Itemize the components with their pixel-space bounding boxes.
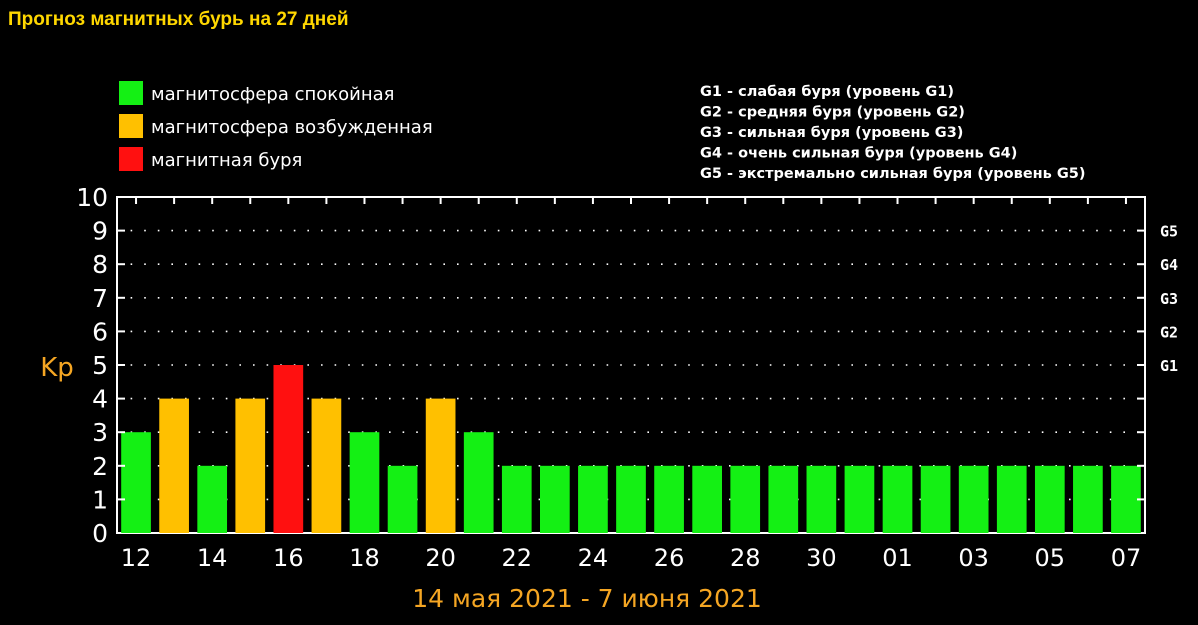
bar-day-01 (882, 465, 913, 533)
right-axis: G1 G2 G3 G4 G5 (1160, 223, 1178, 375)
bar-day-24 (578, 465, 608, 533)
x-tick-label: 30 (806, 544, 837, 572)
bar-day-13 (159, 398, 189, 533)
x-tick-label: 24 (578, 544, 609, 572)
y-tick-label: 3 (92, 418, 108, 447)
bar-day-17 (311, 398, 342, 533)
bar-day-26 (654, 465, 684, 533)
bar-day-30 (806, 465, 837, 533)
page-title: Прогноз магнитных бурь на 27 дней (8, 9, 349, 30)
bar-day-16 (273, 365, 304, 533)
x-tick-label: 14 (197, 544, 228, 572)
y-tick-label: 5 (92, 351, 108, 380)
right-axis-label: G3 (1160, 290, 1178, 308)
bar-day-06 (1073, 465, 1103, 533)
right-axis-label: G1 (1160, 357, 1178, 375)
g-legend-line: G1 - слабая буря (уровень G1) (700, 84, 954, 100)
bar-day-25 (616, 465, 646, 533)
bar-day-21 (463, 432, 494, 533)
bar-day-28 (730, 465, 761, 533)
x-tick-label: 03 (958, 544, 989, 572)
bar-day-19 (387, 465, 418, 533)
x-tick-label: 16 (273, 544, 304, 572)
x-tick-label: 26 (654, 544, 685, 572)
bar-day-23 (540, 465, 570, 533)
bar-day-05 (1034, 465, 1065, 533)
g-legend-line: G4 - очень сильная буря (уровень G4) (700, 146, 1017, 162)
bar-day-20 (425, 398, 456, 533)
x-axis: 12 14 16 18 20 22 24 26 28 30 01 03 05 07 (121, 197, 1141, 572)
y-tick-label: 7 (92, 284, 108, 313)
y-tick-label: 2 (92, 452, 108, 481)
x-tick-label: 20 (425, 544, 456, 572)
g-legend-line: G2 - средняя буря (уровень G2) (700, 105, 965, 121)
legend-swatch (119, 114, 143, 138)
y-tick-label: 9 (92, 217, 108, 246)
bar-day-02 (920, 465, 951, 533)
right-axis-label: G2 (1160, 323, 1178, 341)
x-tick-label: 01 (882, 544, 913, 572)
legend: магнитосфера спокойная магнитосфера возбу… (119, 81, 433, 171)
y-tick-label: 4 (92, 385, 108, 414)
y-tick-label: 0 (92, 519, 108, 548)
bar-day-04 (996, 465, 1027, 533)
x-tick-label: 05 (1035, 544, 1066, 572)
right-axis-label: G4 (1160, 256, 1178, 274)
bar-day-18 (349, 432, 380, 533)
legend-swatch (119, 147, 143, 171)
x-axis-label: 14 мая 2021 - 7 июня 2021 (412, 584, 762, 613)
x-tick-label: 07 (1111, 544, 1142, 572)
y-axis-label: Kp (40, 353, 74, 383)
bar-day-27 (692, 465, 722, 533)
legend-label: магнитная буря (151, 150, 302, 171)
bar-day-12 (121, 432, 151, 533)
bar-day-29 (768, 465, 799, 533)
bar-day-31 (844, 465, 875, 533)
x-tick-label: 28 (730, 544, 761, 572)
legend-label: магнитосфера спокойная (151, 84, 394, 105)
y-tick-label: 10 (76, 183, 108, 212)
bar-day-03 (958, 465, 989, 533)
y-axis: 0 1 2 3 4 5 6 7 8 9 10 (76, 183, 1145, 548)
g-scale-legend: G1 - слабая буря (уровень G1) G2 - средня… (700, 84, 1086, 182)
y-tick-label: 6 (92, 317, 108, 346)
legend-label: магнитосфера возбужденная (151, 117, 433, 138)
bar-day-22 (501, 465, 532, 533)
x-tick-label: 22 (502, 544, 533, 572)
bar-day-07 (1111, 465, 1141, 533)
right-axis-label: G5 (1160, 223, 1178, 241)
bars (121, 365, 1141, 533)
x-tick-label: 18 (349, 544, 380, 572)
y-tick-label: 1 (92, 485, 108, 514)
x-tick-label: 12 (121, 544, 152, 572)
y-tick-label: 8 (92, 250, 108, 279)
g-legend-line: G5 - экстремально сильная буря (уровень … (700, 166, 1086, 182)
bar-day-14 (197, 465, 228, 533)
g-legend-line: G3 - сильная буря (уровень G3) (700, 125, 963, 141)
bar-day-15 (235, 398, 266, 533)
grid (117, 229, 1145, 501)
legend-swatch (119, 81, 143, 105)
